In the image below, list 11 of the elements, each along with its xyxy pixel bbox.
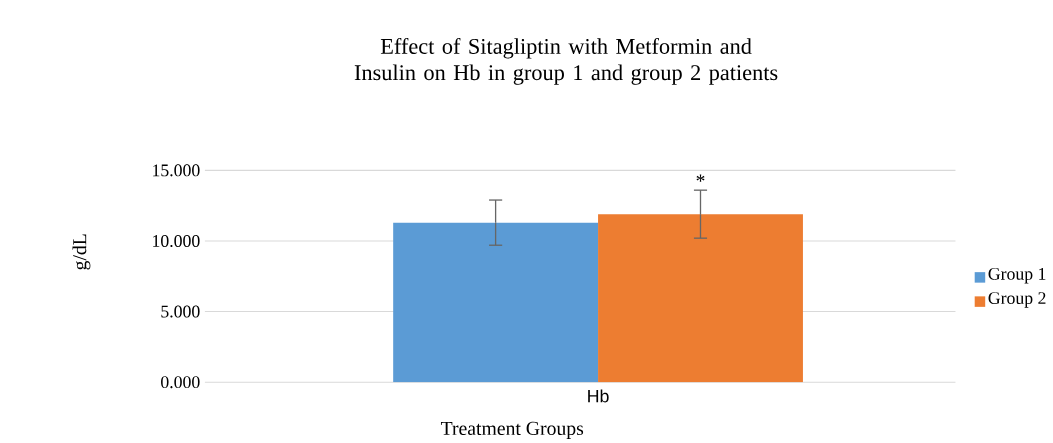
y-axis-title: g/dL	[72, 234, 91, 270]
y-tick-label: 5.000	[161, 305, 200, 318]
chart-title: Effect of Sitagliptin with Metformin and Insulin on Hb in group 1 and group 2 patients	[354, 37, 778, 85]
y-tick-label: 0.000	[161, 375, 200, 388]
legend-label: Group 2	[988, 291, 1046, 308]
x-tick-label: Hb	[588, 389, 609, 403]
y-tick-label: 15.000	[153, 164, 200, 177]
y-tick-label: 10.000	[153, 234, 200, 247]
annotation: *	[696, 174, 705, 182]
x-axis-title: Treatment Groups	[440, 421, 584, 439]
legend-label: Group 1	[988, 267, 1046, 284]
